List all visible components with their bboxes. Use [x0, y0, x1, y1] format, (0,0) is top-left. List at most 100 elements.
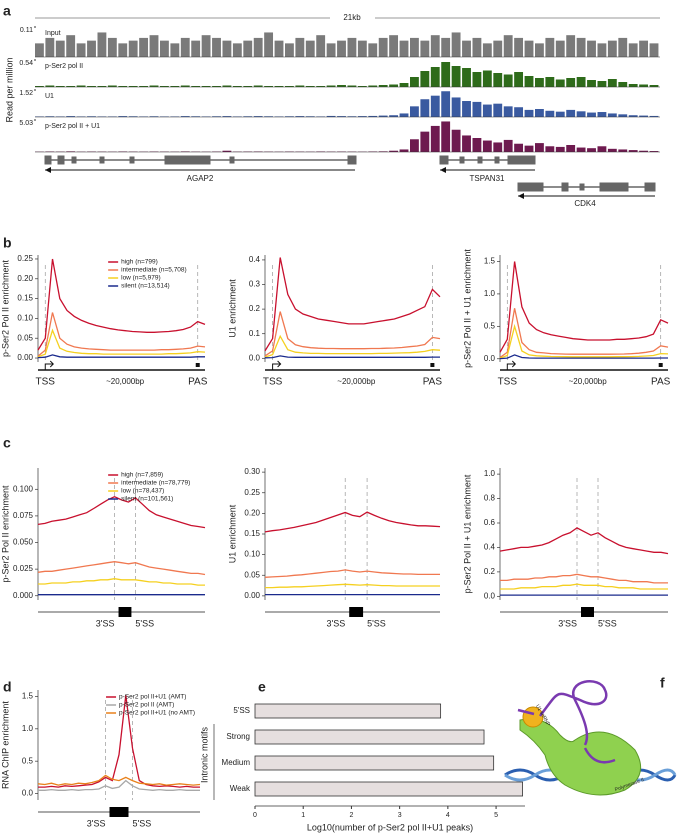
panel-label: d — [3, 679, 12, 695]
track-bar — [431, 96, 440, 117]
legend-label: silent (n=101,561) — [121, 496, 173, 503]
series-line — [500, 584, 668, 589]
exon — [45, 156, 51, 164]
legend-label: low (n=78,437) — [121, 488, 164, 495]
exon-box — [349, 607, 363, 617]
x-tick-label: PAS — [423, 377, 443, 388]
series-line — [500, 574, 668, 583]
y-tick-label: 5'SS — [233, 706, 250, 715]
track-bar — [473, 72, 482, 87]
y-tick-label: 0.3 — [249, 280, 261, 289]
track-bar — [441, 121, 450, 152]
legend-label: low (n=5,979) — [121, 275, 161, 282]
panel-label: c — [3, 435, 11, 451]
legend-label: silent (n=13,514) — [121, 283, 170, 290]
y-tick-label: 0.05 — [244, 570, 260, 579]
track-bar — [181, 38, 190, 57]
track-bar — [504, 140, 513, 152]
track-bar — [202, 35, 211, 57]
exon-box — [119, 607, 132, 617]
x-tick-label: 2 — [349, 812, 353, 819]
track-bar — [191, 41, 200, 57]
track-bar — [493, 41, 502, 57]
track-bar — [337, 41, 346, 57]
track-bar — [618, 38, 627, 57]
track-bar — [493, 142, 502, 152]
track-bar — [535, 43, 544, 57]
track-bar — [233, 43, 242, 57]
track-bar — [483, 141, 492, 152]
track-bar — [285, 43, 294, 57]
y-tick-label: 0.00 — [244, 591, 260, 600]
x-tick-label: 3'SS — [326, 618, 345, 628]
pas-mark — [659, 363, 663, 367]
track-bar — [577, 77, 586, 87]
y-tick-label: 0.100 — [13, 484, 34, 493]
arrow-head — [518, 193, 524, 199]
x-tick-label: 5'SS — [135, 618, 154, 628]
scale-label: 21kb — [343, 13, 361, 22]
arrow-head — [45, 167, 51, 173]
x-tick-label: 0 — [253, 812, 257, 819]
y-tick-label: 5.03 — [19, 120, 33, 127]
y-tick-label: 0.54 — [19, 60, 33, 67]
y-tick-label: Strong — [226, 732, 250, 741]
x-tick-label: TSS — [498, 377, 518, 388]
track-bar — [462, 41, 471, 57]
legend-label: intermediate (n=78,779) — [121, 480, 190, 487]
exon — [495, 157, 499, 163]
x-tick-label: ~20,000bp — [569, 377, 608, 386]
y-tick-label: 0.30 — [244, 467, 260, 476]
y-tick-label: 1.52 — [19, 90, 33, 97]
track-bar — [535, 109, 544, 117]
track-bar — [545, 111, 554, 117]
track-bar — [275, 41, 284, 57]
y-tick-label: 0.20 — [17, 274, 33, 283]
y-tick-label: 0.25 — [244, 488, 260, 497]
tss-arrow — [507, 361, 515, 370]
track-bar — [566, 145, 575, 152]
track-bar — [608, 41, 617, 57]
track-bar — [618, 114, 627, 117]
track-bar — [483, 71, 492, 88]
track-bar — [545, 77, 554, 87]
track-bar — [525, 76, 534, 87]
y-tick-label: 0.0 — [484, 591, 496, 600]
x-tick-label: ~20,000bp — [106, 377, 145, 386]
y-tick-label: 0.2 — [484, 567, 496, 576]
y-tick-label: 0.11 — [20, 27, 33, 34]
exon — [440, 156, 448, 164]
model-diagram — [505, 681, 675, 795]
track-bar — [514, 144, 523, 152]
series-line — [265, 356, 440, 358]
track-bar — [410, 106, 419, 117]
track-bar — [139, 38, 148, 57]
track-bar — [577, 111, 586, 117]
track-bar — [483, 105, 492, 117]
track-bar — [566, 110, 575, 117]
x-tick-label: TSS — [263, 377, 283, 388]
track-bar — [56, 41, 65, 57]
y-axis-title: RNA ChIP enrichment — [0, 701, 10, 789]
legend-label: p-Ser2 pol II+U1 (AMT) — [119, 694, 186, 701]
gene-label: TSPAN31 — [470, 174, 506, 183]
y-tick-label: 0.000 — [13, 591, 34, 600]
track-bar — [400, 113, 409, 117]
track-bar — [535, 143, 544, 152]
track-bar — [514, 107, 523, 117]
y-tick-label: 0.6 — [484, 518, 496, 527]
x-tick-label: TSS — [36, 377, 56, 388]
track-bar — [118, 43, 127, 57]
series-line — [265, 570, 440, 577]
track-bar — [452, 66, 461, 87]
track-bar — [441, 62, 450, 87]
y-tick-label: 0.4 — [484, 543, 496, 552]
gene-label: CDK4 — [574, 199, 596, 208]
x-tick-label: 5'SS — [133, 818, 152, 828]
track-bar — [587, 113, 596, 117]
legend-label: high (n=7,859) — [121, 472, 163, 479]
track-bar — [441, 91, 450, 117]
track-bar — [639, 85, 648, 88]
y-tick-label: 0.10 — [17, 314, 33, 323]
y-tick-label: 1.0 — [484, 469, 496, 478]
